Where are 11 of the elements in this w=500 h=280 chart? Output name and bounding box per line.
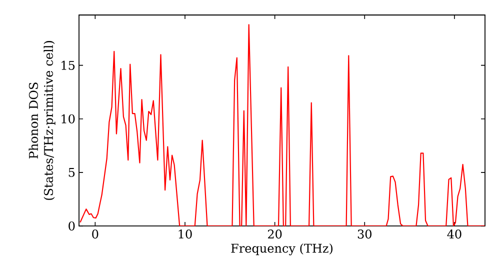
x-tick-label: 20 xyxy=(268,230,282,239)
x-tick-label: 40 xyxy=(447,230,462,239)
x-tick-label: 30 xyxy=(358,230,372,239)
x-axis-title: Frequency (THz) xyxy=(231,243,332,256)
y-tick-label: 0 xyxy=(68,221,75,231)
y-axis-title: Phonon DOS (States/THz·primitive cell) xyxy=(28,41,56,200)
x-tick-label: 0 xyxy=(92,230,98,239)
x-tick-label: 10 xyxy=(178,230,192,239)
y-tick-label: 5 xyxy=(68,168,75,177)
y-tick-label: 15 xyxy=(62,60,75,70)
y-tick-label: 10 xyxy=(62,114,75,124)
